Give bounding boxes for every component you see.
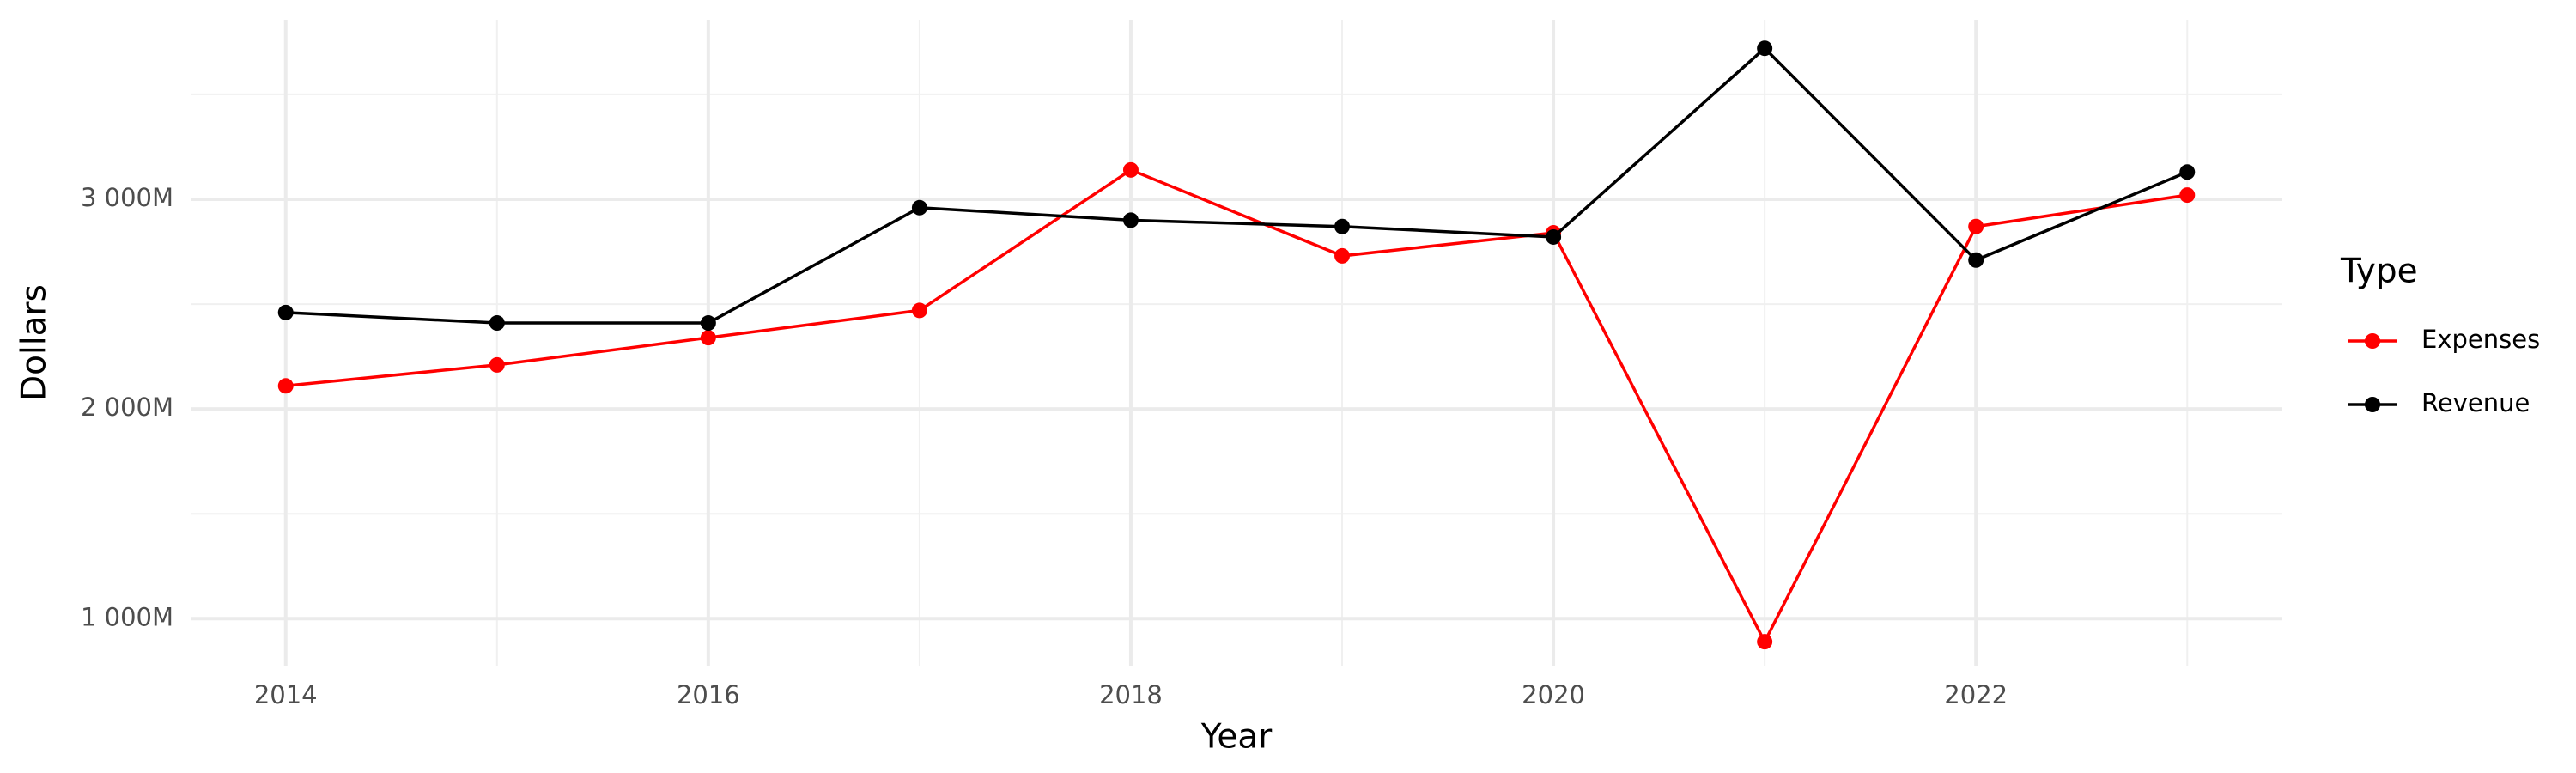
data-point bbox=[1968, 218, 1984, 234]
x-tick-label: 2018 bbox=[1099, 680, 1163, 709]
data-point bbox=[489, 315, 505, 332]
data-point bbox=[911, 302, 927, 319]
legend-label: Revenue bbox=[2421, 388, 2530, 417]
data-point bbox=[700, 315, 716, 332]
legend-label: Expenses bbox=[2421, 325, 2540, 354]
data-point bbox=[2179, 164, 2196, 180]
legend-title: Type bbox=[2340, 253, 2418, 291]
data-point bbox=[1757, 634, 1773, 650]
data-point bbox=[1757, 40, 1773, 57]
data-point bbox=[277, 378, 294, 394]
data-point bbox=[1334, 218, 1351, 234]
x-tick-label: 2022 bbox=[1944, 680, 2008, 709]
x-tick-label: 2014 bbox=[254, 680, 318, 709]
data-point bbox=[911, 199, 927, 216]
y-tick-label: 2 000M bbox=[81, 393, 173, 422]
data-point bbox=[1122, 161, 1139, 178]
data-point bbox=[1968, 252, 1984, 268]
series-line bbox=[285, 167, 2188, 646]
x-axis-title: Year bbox=[1200, 718, 1273, 757]
y-axis-title: Dollars bbox=[15, 284, 54, 401]
data-point bbox=[1122, 212, 1139, 228]
legend-marker bbox=[2365, 333, 2380, 349]
data-point bbox=[489, 356, 505, 373]
data-point bbox=[1546, 228, 1562, 245]
series-line bbox=[285, 46, 2188, 325]
x-tick-label: 2016 bbox=[677, 680, 740, 709]
data-point bbox=[1334, 247, 1351, 264]
data-point bbox=[700, 330, 716, 346]
y-tick-label: 3 000M bbox=[81, 183, 173, 212]
y-tick-label: 1 000M bbox=[81, 602, 173, 631]
legend-marker bbox=[2365, 397, 2380, 412]
data-point bbox=[277, 304, 294, 320]
x-tick-label: 2020 bbox=[1522, 680, 1585, 709]
data-point bbox=[2179, 187, 2196, 204]
